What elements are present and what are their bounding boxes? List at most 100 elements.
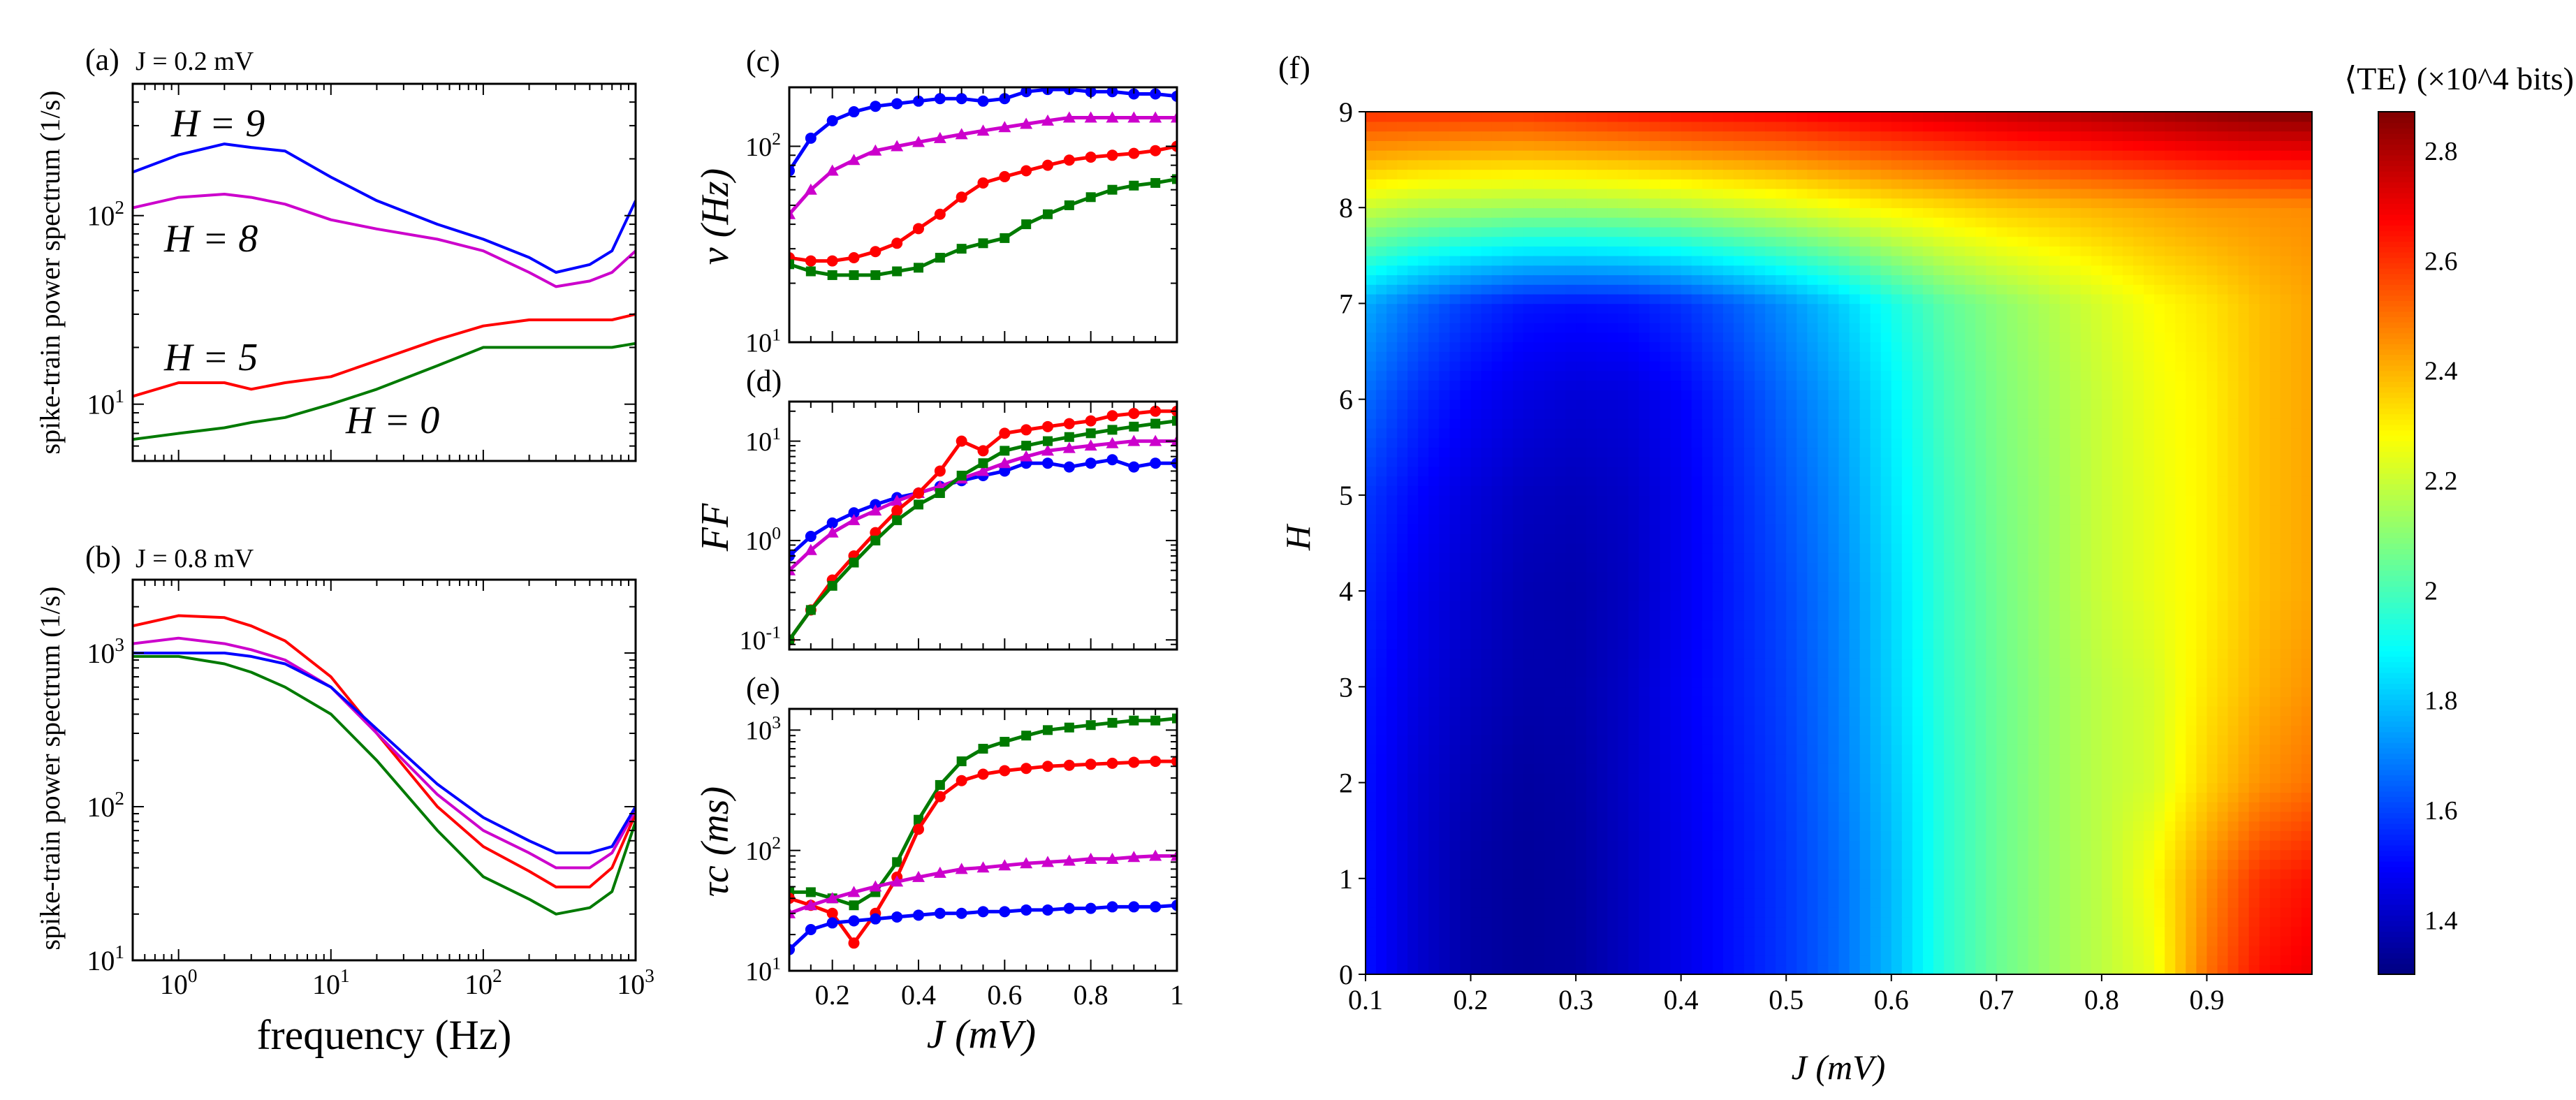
heatmap-cell <box>1628 562 1640 573</box>
heatmap-cell <box>1397 705 1409 717</box>
heatmap-cell <box>1586 370 1598 381</box>
heatmap-cell <box>1439 476 1451 486</box>
heatmap-cell <box>1407 476 1419 486</box>
heatmap-cell <box>1586 399 1598 410</box>
heatmap-cell <box>1817 188 1829 199</box>
heatmap-cell <box>1376 916 1387 927</box>
heatmap-cell <box>1470 725 1482 735</box>
heatmap-cell <box>1912 715 1924 726</box>
heatmap-cell <box>1755 226 1766 237</box>
heatmap-cell <box>1502 198 1514 209</box>
heatmap-cell <box>1544 332 1556 343</box>
heatmap-cell <box>1639 188 1651 199</box>
heatmap-cell <box>1618 332 1630 343</box>
heatmap-cell <box>1712 207 1724 218</box>
heatmap-cell <box>1786 217 1798 228</box>
heatmap-cell <box>1449 648 1461 659</box>
heatmap-cell <box>1512 955 1524 966</box>
heatmap-cell <box>1838 667 1850 678</box>
heatmap-cell <box>1922 246 1934 256</box>
heatmap-cell <box>1849 955 1861 966</box>
heatmap-cell <box>1376 658 1387 668</box>
heatmap-cell <box>1544 763 1556 774</box>
heatmap-cell <box>1428 351 1440 362</box>
heatmap-cell <box>1660 514 1671 525</box>
heatmap-cell <box>1744 313 1755 323</box>
heatmap-cell <box>1576 658 1587 668</box>
heatmap-cell <box>1439 600 1451 611</box>
heatmap-cell <box>1397 955 1409 966</box>
heatmap-cell <box>1744 562 1755 573</box>
heatmap-cell <box>1628 591 1640 601</box>
heatmap-cell <box>1838 859 1850 870</box>
heatmap-cell <box>1744 198 1755 209</box>
heatmap-cell <box>1828 591 1840 601</box>
heatmap-cell <box>1576 494 1587 506</box>
heatmap-cell <box>1744 705 1755 717</box>
heatmap-cell <box>1691 734 1703 745</box>
heatmap-cell <box>1607 552 1619 563</box>
heatmap-cell <box>1565 792 1576 802</box>
heatmap-cell <box>1660 524 1671 534</box>
heatmap-cell <box>1449 839 1461 851</box>
heatmap-cell <box>1922 859 1934 870</box>
heatmap-cell <box>1765 744 1776 755</box>
heatmap-cell <box>1376 667 1387 678</box>
heatmap-cell <box>1502 552 1514 563</box>
heatmap-cell <box>1807 955 1819 966</box>
heatmap-cell <box>1397 907 1409 918</box>
heatmap-cell <box>1670 897 1682 908</box>
heatmap-cell <box>1817 112 1829 122</box>
heatmap-cell <box>1544 552 1556 563</box>
heatmap-cell <box>1376 533 1387 544</box>
heatmap-cell <box>1817 342 1829 352</box>
heatmap-cell <box>1660 859 1671 870</box>
heatmap-cell <box>1838 418 1850 429</box>
heatmap-cell <box>1796 514 1808 525</box>
heatmap-cell <box>1786 600 1798 611</box>
heatmap-cell <box>1544 543 1556 554</box>
heatmap-cell <box>1649 140 1661 151</box>
heatmap-cell <box>1418 821 1430 831</box>
heatmap-cell <box>1681 802 1692 812</box>
heatmap-cell <box>1533 466 1545 477</box>
heatmap-cell <box>1544 159 1556 170</box>
heatmap-cell <box>1796 830 1808 841</box>
heatmap-cell <box>1681 149 1692 161</box>
heatmap-cell <box>1628 342 1640 352</box>
heatmap-cell <box>1712 226 1724 237</box>
heatmap-cell <box>1765 322 1776 333</box>
heatmap-cell <box>1807 149 1819 161</box>
heatmap-cell <box>1628 811 1640 822</box>
heatmap-cell <box>1796 303 1808 314</box>
heatmap-cell <box>1838 476 1850 486</box>
heatmap-cell <box>1481 648 1493 659</box>
heatmap-cell <box>1618 571 1630 582</box>
heatmap-cell <box>1880 293 1892 305</box>
heatmap-cell <box>1859 715 1871 726</box>
heatmap-cell <box>1838 457 1850 467</box>
heatmap-cell <box>1397 629 1409 640</box>
heatmap-cell <box>1460 926 1472 937</box>
heatmap-cell <box>1491 226 1503 237</box>
heatmap-cell <box>1859 562 1871 573</box>
heatmap-cell <box>1628 839 1640 851</box>
heatmap-cell <box>1755 351 1766 362</box>
heatmap-cell <box>1901 610 1913 621</box>
heatmap-cell <box>1786 945 1798 956</box>
heatmap-cell <box>1702 610 1713 621</box>
heatmap-cell <box>1849 725 1861 735</box>
heatmap-cell <box>1691 380 1703 390</box>
heatmap-cell <box>1817 667 1829 678</box>
heatmap-cell <box>1576 399 1587 410</box>
heatmap-cell <box>1838 399 1850 410</box>
heatmap-cell <box>1660 629 1671 640</box>
heatmap-cell <box>1712 610 1724 621</box>
heatmap-cell <box>1597 965 1609 974</box>
heatmap-cell <box>1744 792 1755 802</box>
heatmap-cell <box>1912 610 1924 621</box>
heatmap-cell <box>1817 351 1829 362</box>
heatmap-cell <box>1439 802 1451 812</box>
heatmap-cell <box>1712 591 1724 601</box>
heatmap-cell <box>1849 494 1861 506</box>
